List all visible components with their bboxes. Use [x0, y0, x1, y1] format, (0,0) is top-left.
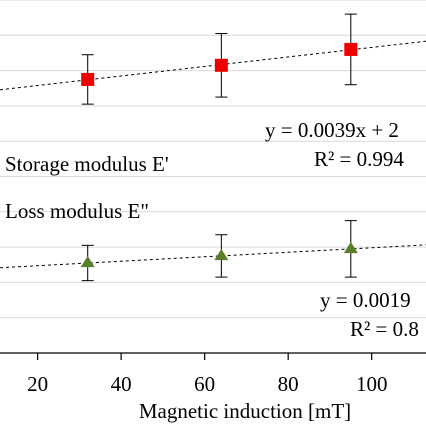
loss-point [343, 241, 358, 254]
loss-point [80, 255, 95, 268]
x-tick-label: 60 [194, 372, 215, 396]
loss-trend-equation: y = 0.0019 [320, 288, 411, 312]
x-axis-title: Magnetic induction [mT] [139, 399, 351, 423]
x-axis-ticks: 20 40 60 80 100 [27, 353, 387, 396]
storage-r-squared: R² = 0.994 [314, 147, 404, 171]
loss-legend-label: Loss modulus E" [5, 199, 149, 223]
storage-legend-label: Storage modulus E' [5, 152, 169, 176]
storage-trend-equation: y = 0.0039x + 2 [265, 118, 399, 142]
storage-point [344, 42, 358, 56]
loss-r-squared: R² = 0.8 [350, 317, 419, 341]
storage-point [214, 58, 228, 72]
x-tick-label: 40 [111, 372, 132, 396]
x-tick-label: 100 [356, 372, 388, 396]
trendline-1 [0, 244, 426, 269]
data-points [80, 42, 358, 268]
x-tick-label: 80 [278, 372, 299, 396]
x-tick-label: 20 [27, 372, 48, 396]
loss-point [214, 248, 229, 261]
gridlines [0, 0, 426, 319]
trendline-0 [0, 40, 426, 91]
storage-point [81, 72, 95, 86]
